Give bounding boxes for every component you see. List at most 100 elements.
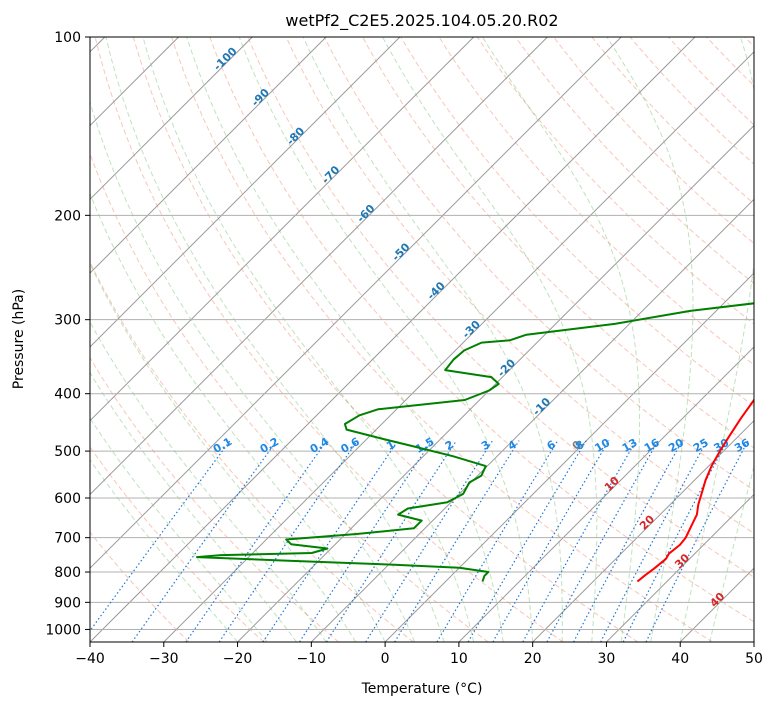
dry-adiabat-line bbox=[706, 37, 754, 87]
mixing-ratio-line bbox=[522, 440, 637, 642]
dry-adiabat-line bbox=[629, 37, 754, 165]
moist-adiabat-line bbox=[709, 464, 754, 642]
mixing-ratio-line bbox=[262, 440, 399, 642]
x-tick-label: −20 bbox=[223, 651, 253, 667]
x-tick-label: 20 bbox=[524, 651, 542, 667]
dry-adiabat-line bbox=[744, 37, 754, 48]
isotherm-line bbox=[384, 272, 754, 642]
x-tick-label: 50 bbox=[745, 651, 763, 667]
isotherm-line bbox=[679, 567, 754, 642]
isotherm-line bbox=[458, 346, 754, 642]
dry-adiabat-line bbox=[90, 531, 190, 642]
dry-adiabat-line bbox=[515, 37, 754, 285]
y-tick-label: 300 bbox=[54, 313, 81, 329]
sounding-line bbox=[196, 302, 754, 582]
y-tick-label: 700 bbox=[54, 531, 81, 547]
mixing-ratio-line bbox=[645, 440, 749, 642]
moist-adiabat-line bbox=[482, 37, 640, 642]
mixing-ratio-line bbox=[365, 440, 494, 642]
mixing-ratio-label: 1.5 bbox=[413, 435, 436, 456]
mixing-ratio-label: 0.2 bbox=[258, 435, 281, 456]
y-tick-label: 200 bbox=[54, 208, 81, 224]
chart-title: wetPf2_C2E5.2025.104.05.20.R02 bbox=[285, 11, 558, 31]
isotherm-line bbox=[532, 419, 754, 642]
x-axis-label: Temperature (°C) bbox=[361, 681, 483, 697]
isotherm-line bbox=[90, 37, 548, 496]
y-tick-label: 600 bbox=[54, 491, 81, 507]
isotherm-line bbox=[90, 37, 401, 348]
moist-adiabat-line bbox=[90, 459, 238, 642]
isotherm-line bbox=[163, 51, 754, 642]
isotherm-line bbox=[90, 37, 253, 201]
x-tick-label: 30 bbox=[598, 651, 616, 667]
mixing-ratio-line bbox=[600, 440, 708, 642]
x-tick-label: 0 bbox=[381, 651, 390, 667]
moist-adiabat-line bbox=[105, 37, 445, 642]
mixing-ratio-lines bbox=[90, 440, 749, 642]
dry-adiabat-line bbox=[323, 37, 754, 491]
y-tick-label: 800 bbox=[54, 565, 81, 581]
y-axis-label: Pressure (hPa) bbox=[11, 289, 27, 389]
moist-adiabat-line bbox=[90, 417, 268, 642]
dry-adiabats bbox=[90, 37, 754, 642]
x-tick-label: −10 bbox=[297, 651, 327, 667]
isotherm-line bbox=[90, 37, 475, 422]
dry-adiabat-line bbox=[591, 37, 754, 205]
mixing-ratio-labels: 0.1 0.2 0.4 0.6 1 1.5 2 3 4 6 8 10 13 16 20 25 30 36 bbox=[211, 435, 752, 456]
dry-adiabat-line bbox=[94, 37, 564, 642]
mixing-ratio-label: 0.6 bbox=[339, 435, 363, 456]
isotherm-line bbox=[237, 124, 754, 642]
mixing-ratio-line bbox=[131, 440, 278, 642]
sounding-line bbox=[636, 398, 754, 583]
moist-adiabat-line bbox=[90, 321, 327, 642]
mixing-ratio-line bbox=[467, 440, 587, 642]
moist-adiabat-line bbox=[382, 37, 598, 642]
mixing-ratio-line bbox=[90, 440, 231, 632]
mixing-ratio-line bbox=[436, 440, 559, 642]
isotherm-line bbox=[606, 493, 754, 642]
dry-adiabat-line bbox=[438, 37, 754, 366]
isotherms bbox=[90, 37, 754, 642]
mixing-ratio-label: 0.4 bbox=[308, 435, 332, 456]
isotherm-line bbox=[90, 37, 327, 274]
mixing-ratio-label: 25 bbox=[691, 436, 711, 455]
isotherm-label: 30 bbox=[672, 551, 692, 571]
plot-area: -100-90-80-70-60-50-40-30-20-10010203040… bbox=[90, 37, 754, 642]
moist-adiabat-line bbox=[90, 192, 386, 642]
moist-adiabats bbox=[90, 37, 754, 642]
dry-adiabat-line bbox=[362, 37, 754, 449]
isotherm-label: 20 bbox=[637, 512, 657, 532]
dry-adiabat-line bbox=[209, 37, 754, 623]
y-axis-ticks: 100 200 300 400 500 600 700 800 900 1000 bbox=[45, 30, 90, 638]
isotherm-label: -50 bbox=[389, 240, 412, 263]
dry-adiabat-line bbox=[90, 446, 265, 642]
isotherm-line bbox=[90, 37, 622, 569]
isotherm-label: 40 bbox=[707, 590, 727, 610]
y-tick-label: 400 bbox=[54, 387, 81, 403]
y-tick-label: 900 bbox=[54, 595, 81, 611]
y-tick-label: 500 bbox=[54, 444, 81, 460]
mixing-ratio-line bbox=[185, 440, 328, 642]
isotherm-line bbox=[310, 198, 754, 642]
moist-adiabat-line bbox=[302, 37, 563, 642]
isotherm-label: -100 bbox=[211, 44, 240, 73]
mixing-ratio-line bbox=[492, 440, 610, 642]
dry-adiabat-line bbox=[553, 37, 754, 245]
moist-adiabat-line bbox=[90, 262, 357, 642]
dry-adiabat-line bbox=[90, 152, 489, 642]
mixing-ratio-label: 0.1 bbox=[211, 435, 234, 456]
isobar-gridlines bbox=[90, 37, 754, 630]
mixing-ratio-line bbox=[546, 440, 659, 642]
dry-adiabat-line bbox=[667, 37, 754, 126]
x-tick-label: 10 bbox=[450, 651, 468, 667]
mixing-ratio-line bbox=[394, 440, 520, 642]
mixing-ratio-label: 16 bbox=[642, 436, 662, 455]
isotherm-label: -70 bbox=[319, 163, 342, 186]
mixing-ratio-line bbox=[572, 440, 683, 642]
isotherm-label: -30 bbox=[460, 318, 483, 341]
x-tick-label: −30 bbox=[149, 651, 179, 667]
x-tick-label: 40 bbox=[671, 651, 689, 667]
dry-adiabat-line bbox=[90, 356, 339, 642]
